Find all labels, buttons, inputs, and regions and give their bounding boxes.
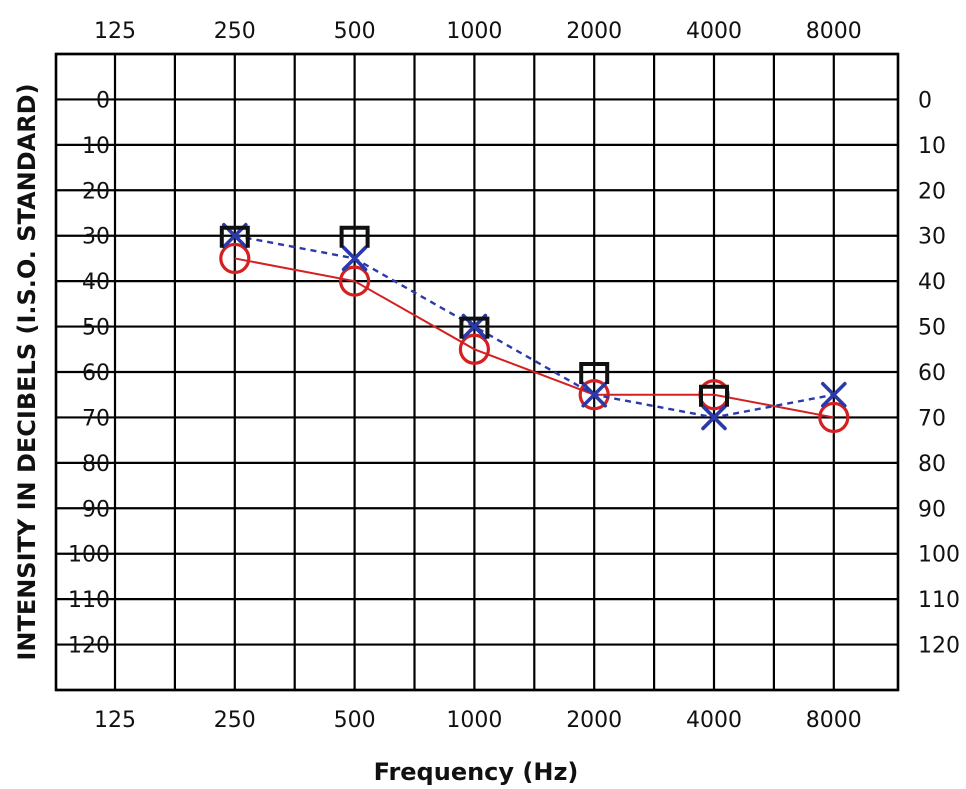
- y-tick-label-right: 0: [918, 88, 932, 113]
- x-tick-label-bottom: 8000: [806, 708, 862, 733]
- y-tick-label-left: 120: [68, 634, 110, 659]
- series-0-marker-circle: [578, 379, 610, 411]
- x-tick-label-top: 2000: [566, 19, 622, 44]
- y-tick-label-right: 40: [918, 270, 946, 295]
- y-tick-label-right: 100: [918, 543, 960, 568]
- y-tick-label-right: 50: [918, 316, 946, 341]
- x-tick-label-top: 8000: [806, 19, 862, 44]
- y-tick-label-left: 20: [82, 179, 110, 204]
- plot-border: [54, 52, 900, 692]
- series-0-line: [234, 257, 834, 419]
- x-tick-label-bottom: 500: [334, 708, 376, 733]
- y-tick-label-right: 70: [918, 406, 946, 431]
- y-tick-label-left: 80: [82, 452, 110, 477]
- series-2-marker-bracket: [459, 316, 490, 339]
- y-tick-label-left: 60: [82, 361, 110, 386]
- x-tick-label-top: 1000: [446, 19, 502, 44]
- y-tick-label-right: 60: [918, 361, 946, 386]
- y-tick-label-left: 90: [82, 497, 110, 522]
- series-2-marker-bracket: [339, 225, 370, 248]
- y-tick-label-right: 20: [918, 179, 946, 204]
- x-axis-title: Frequency (Hz): [374, 758, 579, 786]
- x-tick-label-bottom: 4000: [686, 708, 742, 733]
- y-tick-label-left: 70: [82, 406, 110, 431]
- series-1-marker-x: [581, 381, 607, 408]
- plot-grid: [54, 52, 900, 692]
- x-tick-label-bottom: 2000: [566, 708, 622, 733]
- series-0-marker-circle: [219, 242, 251, 275]
- series-0-marker-circle: [818, 401, 850, 434]
- y-tick-label-left: 110: [68, 588, 110, 613]
- y-tick-label-right: 120: [918, 634, 960, 659]
- y-tick-label-left: 0: [96, 88, 110, 113]
- y-tick-label-left: 40: [82, 270, 110, 295]
- x-tick-label-top: 500: [334, 19, 376, 44]
- x-tick-label-bottom: 125: [94, 708, 136, 733]
- series-1-line: [234, 234, 835, 419]
- tick-labels: 1251252502505005001000100020002000400040…: [68, 19, 960, 733]
- series-0-marker-circle: [339, 265, 371, 297]
- series-1-marker-x: [341, 245, 368, 272]
- series-2-marker-bracket: [699, 384, 729, 407]
- y-axis-title: INTENSITY IN DECIBELS (I.S.O. STANDARD): [13, 83, 41, 660]
- y-tick-label-right: 30: [918, 225, 946, 250]
- x-tick-label-top: 250: [214, 19, 256, 44]
- y-tick-label-right: 10: [918, 134, 946, 159]
- y-tick-label-left: 100: [68, 543, 110, 568]
- y-tick-label-right: 80: [918, 452, 946, 477]
- series-1-marker-x: [701, 404, 727, 431]
- y-tick-label-left: 10: [82, 134, 110, 159]
- data-series: [219, 222, 850, 434]
- x-tick-label-top: 4000: [686, 19, 742, 44]
- y-tick-label-right: 110: [918, 588, 960, 613]
- x-tick-label-top: 125: [94, 19, 136, 44]
- x-tick-label-bottom: 1000: [446, 708, 502, 733]
- y-tick-label-left: 30: [82, 225, 110, 250]
- y-tick-label-left: 50: [82, 316, 110, 341]
- x-tick-label-bottom: 250: [214, 708, 256, 733]
- series-1-marker-x: [821, 381, 847, 408]
- series-2-marker-bracket: [219, 225, 250, 248]
- series-2-marker-bracket: [579, 362, 610, 384]
- series-0-marker-circle: [458, 333, 490, 365]
- y-tick-label-right: 90: [918, 497, 946, 522]
